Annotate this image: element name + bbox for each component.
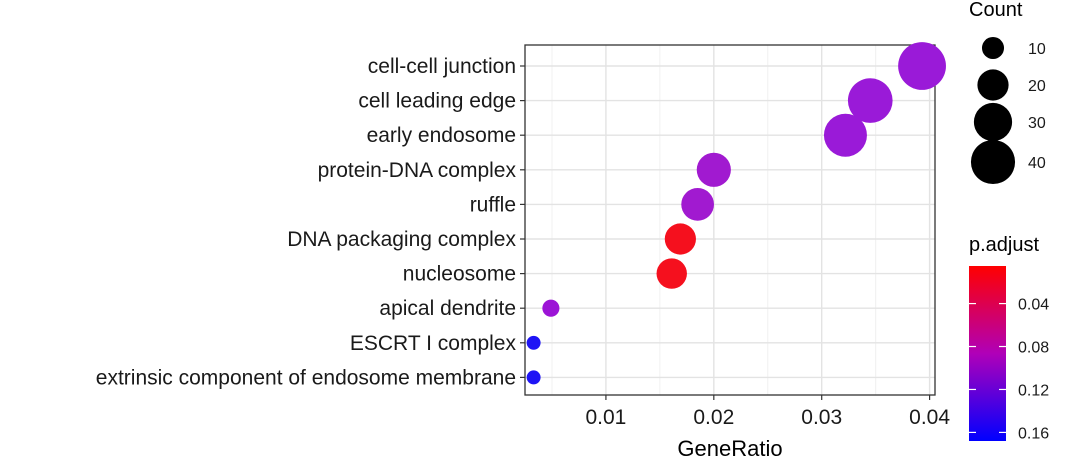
p-adjust-legend-label: 0.04 — [1018, 297, 1049, 314]
count-legend-title: Count — [969, 0, 1023, 21]
count-legend-label: 30 — [1028, 115, 1046, 132]
p-adjust-legend-label: 0.12 — [1018, 382, 1049, 399]
p-adjust-legend-label: 0.16 — [1018, 425, 1049, 442]
y-tick-label: early endosome — [367, 124, 516, 147]
data-point — [664, 223, 696, 255]
count-legend-label: 10 — [1028, 41, 1046, 58]
count-legend-key — [970, 139, 1016, 185]
panel-border — [524, 44, 936, 396]
count-legend-label: 40 — [1028, 155, 1046, 172]
data-point — [823, 113, 867, 157]
x-tick-label: 0.04 — [909, 406, 950, 429]
y-tick-label: apical dendrite — [379, 297, 516, 320]
plot-area: cell-cell junction cell leading edge early… — [96, 42, 950, 461]
p-adjust-legend-label: 0.08 — [1018, 340, 1049, 357]
y-tick-label: ESCRT I complex — [350, 332, 517, 355]
y-tick-label: cell-cell junction — [368, 55, 516, 78]
y-tick-label: cell leading edge — [358, 90, 516, 113]
count-legend: Count 10 20 30 40 — [969, 0, 1046, 185]
data-point — [526, 370, 541, 385]
count-legend-key — [973, 102, 1013, 142]
data-point — [847, 78, 893, 123]
count-legend-key — [981, 36, 1005, 60]
y-tick-label: nucleosome — [403, 263, 516, 286]
data-point — [542, 299, 560, 317]
data-point — [656, 258, 687, 289]
p-adjust-legend-title: p.adjust — [969, 234, 1039, 256]
data-point — [696, 152, 731, 187]
x-tick-label: 0.02 — [693, 406, 734, 429]
p-adjust-legend: p.adjust 0.04 0.08 0.12 0.16 — [969, 234, 1049, 442]
y-tick-label: protein-DNA complex — [318, 159, 517, 182]
count-legend-key — [977, 69, 1009, 101]
data-point — [526, 335, 541, 350]
x-axis-title: GeneRatio — [677, 436, 782, 461]
y-tick-label: DNA packaging complex — [287, 228, 516, 251]
data-point — [681, 188, 714, 221]
x-tick-label: 0.01 — [585, 406, 626, 429]
x-tick-label: 0.03 — [801, 406, 842, 429]
data-point — [898, 42, 946, 90]
p-adjust-colorbar — [969, 266, 1006, 441]
y-tick-label: ruffle — [470, 193, 516, 216]
count-legend-label: 20 — [1028, 78, 1046, 95]
y-tick-label: extrinsic component of endosome membrane — [96, 366, 516, 389]
